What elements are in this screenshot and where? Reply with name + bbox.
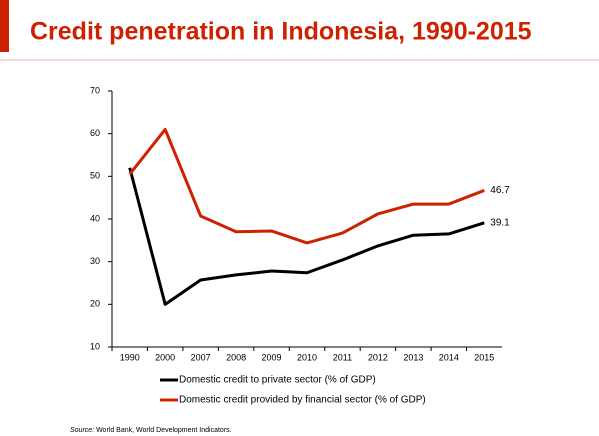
x-tick-label: 2014 <box>439 352 459 362</box>
x-tick-label: 1990 <box>120 352 140 362</box>
x-tick-label: 2009 <box>262 352 282 362</box>
x-tick-label: 2013 <box>403 352 423 362</box>
y-tick-label: 70 <box>90 85 100 95</box>
source-text: World Bank, World Development Indicators… <box>96 427 232 434</box>
source-label: Source: <box>70 427 94 434</box>
header-accent <box>0 0 9 52</box>
x-tick-label: 2012 <box>368 352 388 362</box>
x-tick-label: 2010 <box>297 352 317 362</box>
y-tick-label: 50 <box>90 171 100 181</box>
source-note: Source: World Bank, World Development In… <box>70 427 232 434</box>
data-label: 39.1 <box>490 217 510 228</box>
series-line <box>128 167 485 306</box>
legend-label: Domestic credit to private sector (% of … <box>179 375 376 386</box>
y-tick-label: 20 <box>90 299 100 309</box>
data-label: 46.7 <box>490 185 510 196</box>
chart-title: Credit penetration in Indonesia, 1990-20… <box>30 18 532 46</box>
legend-label: Domestic credit provided by financial se… <box>179 395 426 406</box>
x-tick-label: 2011 <box>333 352 352 362</box>
x-tick-label: 2007 <box>191 352 211 362</box>
x-tick-label: 2008 <box>226 352 246 362</box>
y-tick-label: 40 <box>90 213 100 223</box>
x-tick-label: 2000 <box>155 352 175 362</box>
x-tick-label: 2015 <box>474 352 494 362</box>
y-tick-label: 30 <box>90 256 100 266</box>
y-tick-label: 10 <box>90 341 100 351</box>
y-tick-label: 60 <box>90 128 100 138</box>
series-line <box>128 127 485 245</box>
